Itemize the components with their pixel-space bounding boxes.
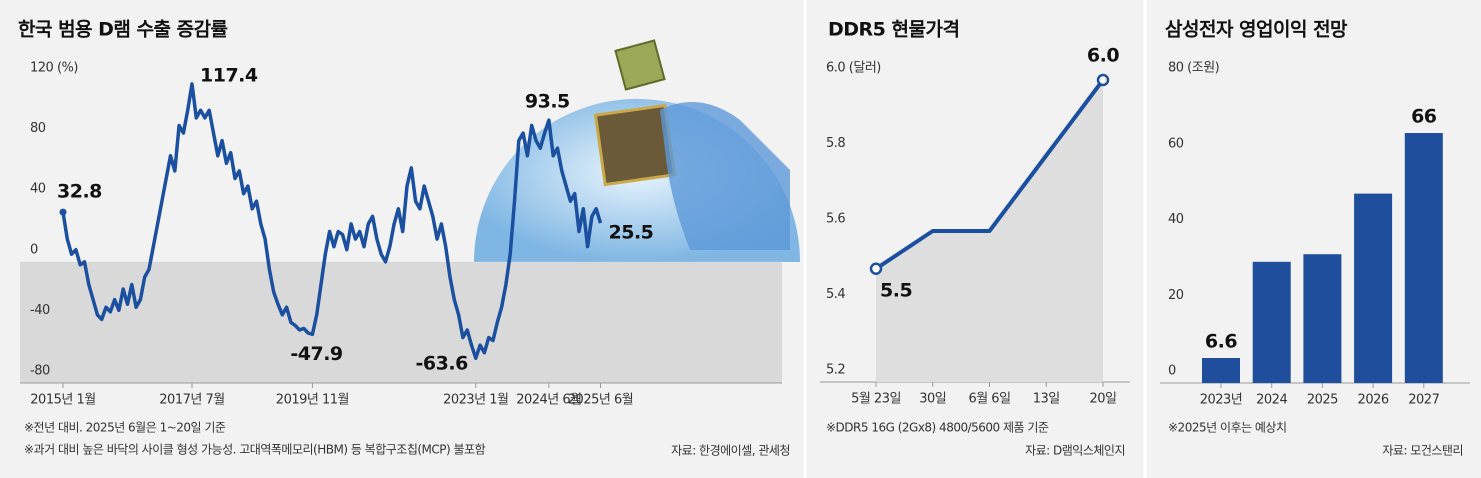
y-tick-label: 0 <box>1168 364 1176 379</box>
value-label: 25.5 <box>609 222 654 244</box>
value-label: -47.9 <box>290 343 342 365</box>
value-label: -63.6 <box>416 353 469 375</box>
y-tick-label: 5.4 <box>826 287 845 302</box>
y-tick-label: 0 <box>30 242 38 257</box>
x-tick-label: 2024 <box>1256 393 1287 408</box>
x-tick-label: 2025 <box>1307 393 1338 408</box>
chart-title: 한국 범용 D램 수출 증감률 <box>18 19 228 41</box>
x-tick-label: 2026 <box>1358 393 1389 408</box>
value-label: 6.6 <box>1205 331 1237 353</box>
x-tick-label: 2023년 <box>1200 393 1243 408</box>
y-tick-label: 5.6 <box>826 212 845 227</box>
bar <box>1354 193 1393 383</box>
value-label: 6.0 <box>1087 45 1119 67</box>
source: 자료: 한경에이셀, 관세청 <box>671 444 790 458</box>
point <box>59 208 67 216</box>
note: ※DDR5 16G (2Gx8) 4800/5600 제품 기준 <box>826 421 1049 435</box>
x-tick-label: 2025년 6월 <box>568 393 633 408</box>
x-tick-label: 2015년 1월 <box>30 393 95 408</box>
x-tick-label: 5월 23일 <box>851 392 901 407</box>
y-tick-label: 20 <box>1168 288 1184 303</box>
x-tick-label: 2023년 1월 <box>443 393 508 408</box>
value-label: 93.5 <box>525 91 570 113</box>
bar <box>1404 133 1443 383</box>
chart-title: DDR5 현물가격 <box>828 19 959 41</box>
point <box>1096 73 1110 87</box>
x-tick-label: 2019년 11월 <box>276 393 349 408</box>
below-zero-area <box>20 261 782 383</box>
y-tick-label: 5.8 <box>826 136 845 151</box>
x-tick-label: 30일 <box>919 392 946 407</box>
line <box>61 82 603 360</box>
x-tick-label: 20일 <box>1089 392 1116 407</box>
x-tick-label: 2017년 7월 <box>159 393 224 408</box>
x-tick-label: 2024년 6월 <box>516 393 581 408</box>
y-tick-label: 40 <box>1168 212 1184 227</box>
note: ※2025년 이후는 예상치 <box>1168 421 1287 435</box>
bar <box>1252 261 1291 383</box>
note: ※전년 대비. 2025년 6월은 1~20일 기준 <box>24 421 226 435</box>
y-tick-label: -80 <box>30 364 50 379</box>
chip-illustration <box>614 39 666 91</box>
bar <box>1303 254 1342 383</box>
x-tick-label: 6월 6일 <box>968 392 1010 407</box>
line <box>874 78 1105 271</box>
value-label: 66 <box>1411 106 1437 128</box>
note: ※과거 대비 높은 바닥의 사이클 형성 가능성. 고대역폭메모리(HBM) 등… <box>24 443 486 457</box>
y-tick-label: 5.2 <box>826 363 845 378</box>
y-tick-label: -40 <box>30 303 50 318</box>
x-tick-label: 13일 <box>1033 392 1060 407</box>
value-label: 5.5 <box>880 279 912 301</box>
source: 자료: D램익스체인지 <box>1025 444 1125 458</box>
y-tick-label: 80 <box>30 121 46 136</box>
x-tick-label: 2027 <box>1408 393 1439 408</box>
source: 자료: 모건스탠리 <box>1382 444 1463 458</box>
bar <box>1202 358 1240 383</box>
value-label: 32.8 <box>57 181 102 203</box>
y-tick-label: 60 <box>1168 136 1184 151</box>
glove-illustration <box>660 102 790 250</box>
y-tick-label: 40 <box>30 182 46 197</box>
point <box>869 262 883 275</box>
y-tick-label: 6.0 (달러) <box>826 61 881 76</box>
chart-title: 삼성전자 영업이익 전망 <box>1165 19 1348 41</box>
value-label: 117.4 <box>200 64 258 86</box>
y-tick-label: 80 (조원) <box>1168 61 1219 76</box>
y-tick-label: 120 (%) <box>30 61 78 76</box>
